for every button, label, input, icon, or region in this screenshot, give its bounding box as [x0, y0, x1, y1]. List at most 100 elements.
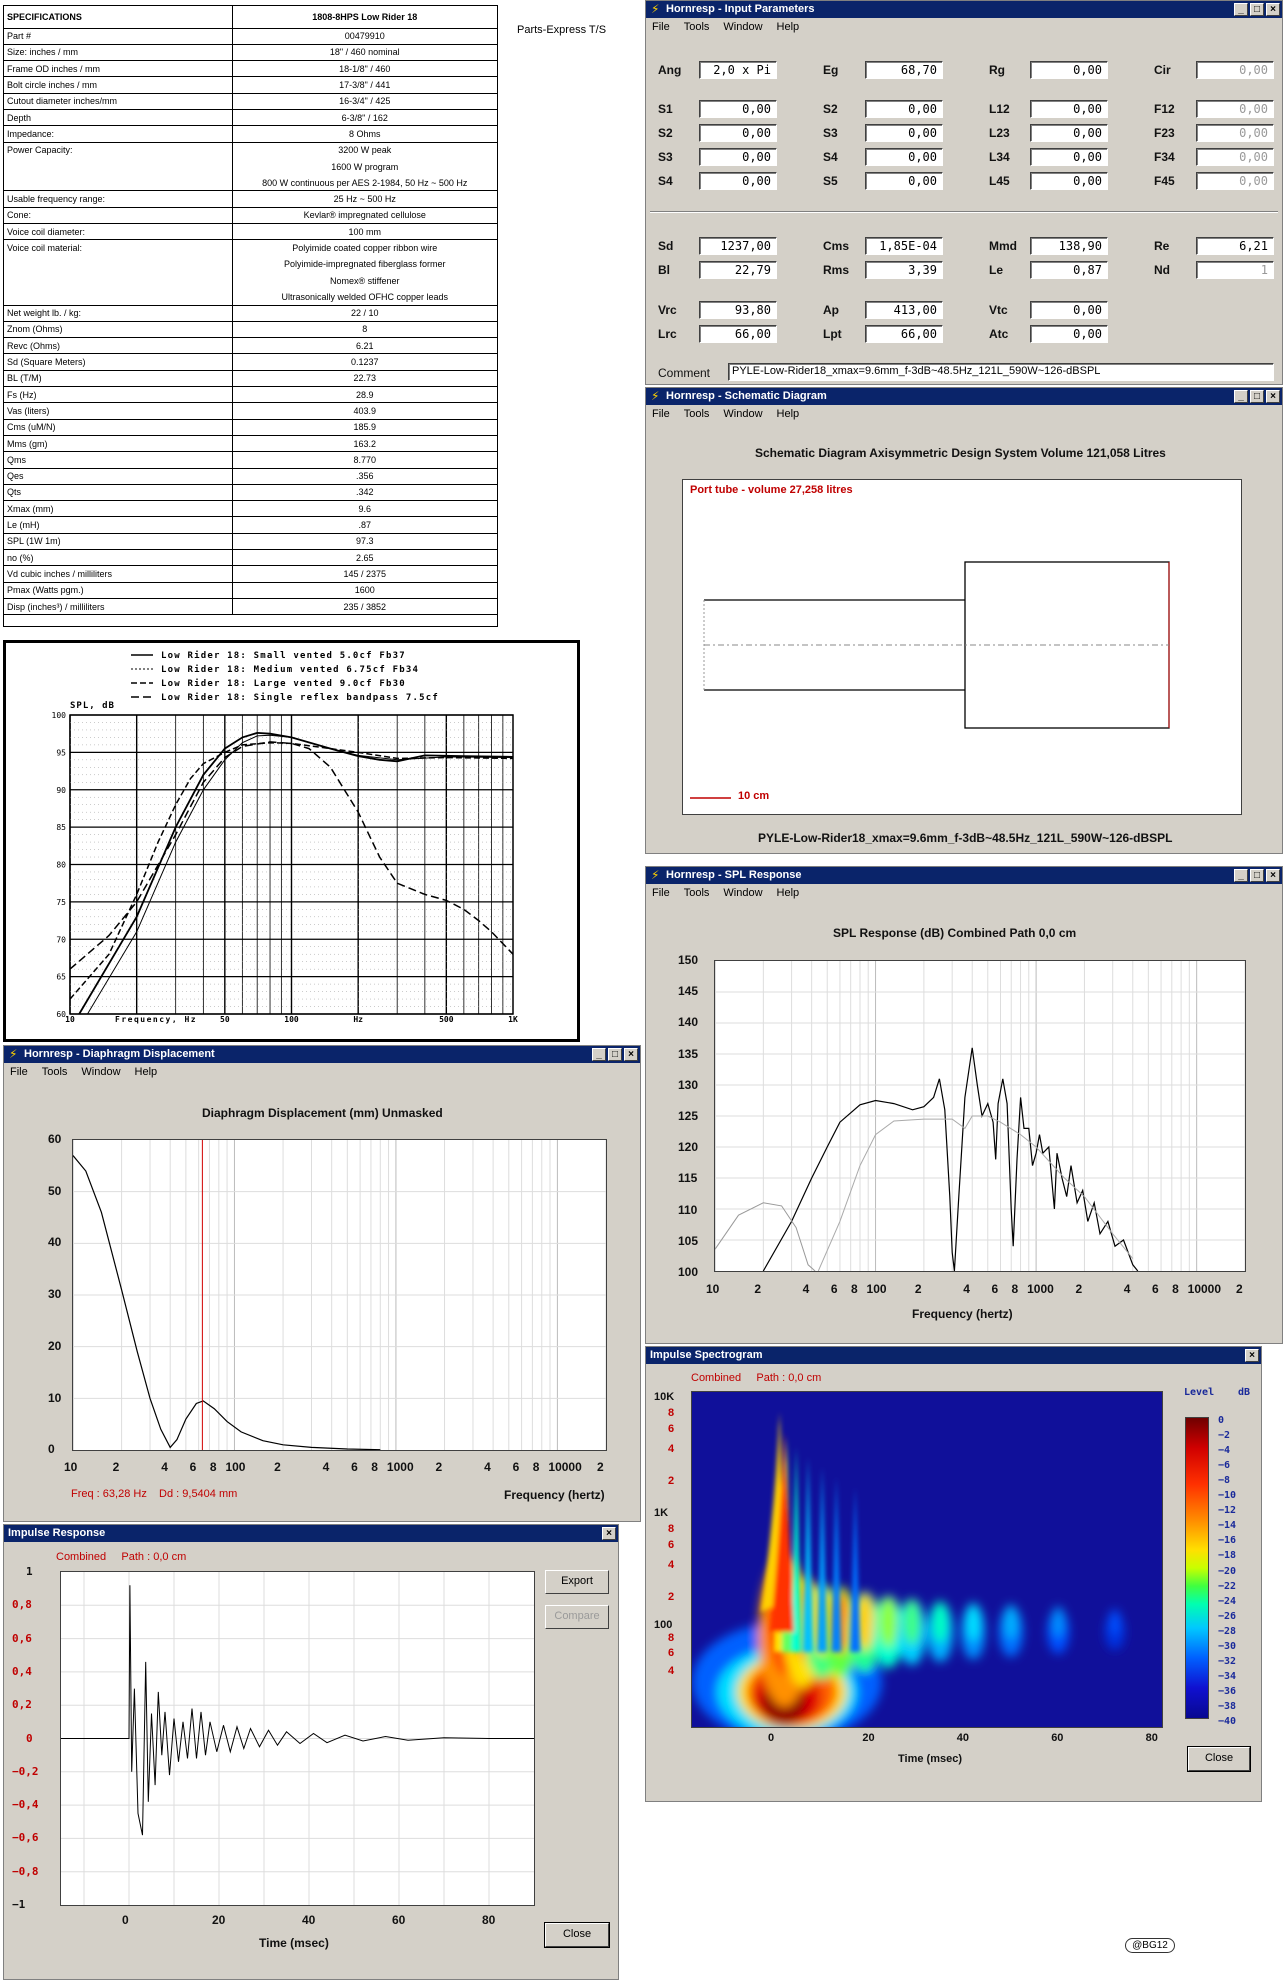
param-field-rms[interactable]: 3,39: [865, 261, 943, 279]
menu-help[interactable]: Help: [776, 21, 800, 33]
spec-value: 17-3/8" / 441: [232, 76, 497, 94]
param-field-f23[interactable]: 0,00: [1196, 124, 1274, 142]
spl-y-tick: 110: [678, 1202, 698, 1217]
param-field-s4b[interactable]: 0,00: [865, 148, 943, 166]
param-field-f45[interactable]: 0,00: [1196, 172, 1274, 190]
param-field-le[interactable]: 0,87: [1030, 261, 1108, 279]
export-button[interactable]: Export: [545, 1570, 609, 1594]
param-field-eg[interactable]: 68,70: [865, 61, 943, 79]
param-field-lrc[interactable]: 66,00: [699, 325, 777, 343]
menu-tools[interactable]: Tools: [683, 21, 710, 33]
param-field-ang[interactable]: 2,0 x Pi: [699, 61, 777, 79]
compare-button[interactable]: Compare: [545, 1605, 609, 1629]
menu-tools[interactable]: Tools: [683, 408, 710, 420]
level-scale-tick: −10: [1218, 1490, 1237, 1502]
spl-x-tick: 4: [963, 1282, 970, 1296]
spec-value: 8 Ohms: [232, 125, 497, 143]
param-field-nd[interactable]: 1: [1196, 261, 1274, 279]
menu-help[interactable]: Help: [134, 1066, 158, 1078]
spectrogram-close-button[interactable]: Close: [1188, 1747, 1250, 1771]
spec-value: 0.1237: [232, 353, 497, 371]
schematic-titlebar[interactable]: ⚡ Hornresp - Schematic Diagram _ □ ×: [646, 388, 1282, 405]
param-field-vtc[interactable]: 0,00: [1030, 301, 1108, 319]
param-label-f23: F23: [1154, 126, 1175, 140]
displacement-x-tick: 10: [64, 1460, 78, 1474]
param-field-f12[interactable]: 0,00: [1196, 100, 1274, 118]
menu-window[interactable]: Window: [723, 887, 763, 899]
param-field-f34[interactable]: 0,00: [1196, 148, 1274, 166]
input-parameters-window[interactable]: ⚡ Hornresp - Input Parameters _ □ × File Too…: [645, 0, 1283, 385]
param-field-vrc[interactable]: 93,80: [699, 301, 777, 319]
param-field-s4[interactable]: 0,00: [699, 172, 777, 190]
menu-file[interactable]: File: [652, 21, 670, 33]
param-field-l12[interactable]: 0,00: [1030, 100, 1108, 118]
spl-response-window[interactable]: ⚡ Hornresp - SPL Response _ □ × File Tools Wi…: [645, 866, 1283, 1344]
param-label-f12: F12: [1154, 102, 1175, 116]
maximize-button[interactable]: □: [608, 1048, 622, 1061]
menu-tools[interactable]: Tools: [41, 1066, 68, 1078]
param-field-s3[interactable]: 0,00: [699, 148, 777, 166]
spl-response-titlebar[interactable]: ⚡ Hornresp - SPL Response _ □ ×: [646, 867, 1282, 884]
menu-window[interactable]: Window: [723, 408, 763, 420]
param-field-l45[interactable]: 0,00: [1030, 172, 1108, 190]
impulse-close-button[interactable]: Close: [545, 1923, 609, 1947]
param-field-ap[interactable]: 413,00: [865, 301, 943, 319]
param-field-s3b[interactable]: 0,00: [865, 124, 943, 142]
close-button[interactable]: ×: [624, 1048, 638, 1061]
param-label-s2: S2: [658, 126, 673, 140]
spec-param: Qts: [4, 484, 233, 502]
param-field-s2[interactable]: 0,00: [699, 124, 777, 142]
maximize-button[interactable]: □: [1250, 869, 1264, 882]
menu-tools[interactable]: Tools: [683, 887, 710, 899]
spectrogram-titlebar[interactable]: Impulse Spectrogram ×: [646, 1347, 1261, 1364]
param-field-lpt[interactable]: 66,00: [865, 325, 943, 343]
param-field-s2b[interactable]: 0,00: [865, 100, 943, 118]
spectrogram-y-tick: 8: [668, 1407, 675, 1419]
param-field-re[interactable]: 6,21: [1196, 237, 1274, 255]
minimize-button[interactable]: _: [1234, 390, 1248, 403]
close-button[interactable]: ×: [1266, 869, 1280, 882]
spec-param: Depth: [4, 109, 233, 127]
input-parameters-titlebar[interactable]: ⚡ Hornresp - Input Parameters _ □ ×: [646, 1, 1282, 18]
menu-file[interactable]: File: [652, 887, 670, 899]
menu-window[interactable]: Window: [723, 21, 763, 33]
param-field-atc[interactable]: 0,00: [1030, 325, 1108, 343]
maximize-button[interactable]: □: [1250, 390, 1264, 403]
param-field-cms[interactable]: 1,85E-04: [865, 237, 943, 255]
param-field-l34[interactable]: 0,00: [1030, 148, 1108, 166]
impulse-titlebar[interactable]: Impulse Response ×: [4, 1525, 618, 1542]
menu-window[interactable]: Window: [81, 1066, 121, 1078]
spec-value: .87: [232, 516, 497, 534]
comment-field[interactable]: PYLE-Low-Rider18_xmax=9.6mm_f-3dB~48.5Hz…: [728, 363, 1274, 381]
minimize-button[interactable]: _: [592, 1048, 606, 1061]
param-field-l23[interactable]: 0,00: [1030, 124, 1108, 142]
spectrogram-y-tick: 4: [668, 1559, 675, 1571]
menu-file[interactable]: File: [652, 408, 670, 420]
minimize-button[interactable]: _: [1234, 869, 1248, 882]
param-field-bl[interactable]: 22,79: [699, 261, 777, 279]
minimize-button[interactable]: _: [1234, 3, 1248, 16]
param-field-cir[interactable]: 0,00: [1196, 61, 1274, 79]
spec-param: Fs (Hz): [4, 386, 233, 404]
close-button[interactable]: ×: [602, 1527, 616, 1540]
displacement-titlebar[interactable]: ⚡ Hornresp - Diaphragm Displacement _ □ ×: [4, 1046, 640, 1063]
param-label-le: Le: [989, 263, 1004, 277]
menu-help[interactable]: Help: [776, 887, 800, 899]
impulse-window[interactable]: Impulse Response × Combined Path : 0,0 c…: [3, 1524, 619, 1980]
close-button[interactable]: ×: [1266, 3, 1280, 16]
close-button[interactable]: ×: [1266, 390, 1280, 403]
param-field-rg[interactable]: 0,00: [1030, 61, 1108, 79]
menu-file[interactable]: File: [10, 1066, 28, 1078]
param-field-sd[interactable]: 1237,00: [699, 237, 777, 255]
displacement-window[interactable]: ⚡ Hornresp - Diaphragm Displacement _ □ × F…: [3, 1045, 641, 1522]
param-field-s5[interactable]: 0,00: [865, 172, 943, 190]
spectrogram-window[interactable]: Impulse Spectrogram × Combined Path : 0,…: [645, 1346, 1262, 1802]
menu-help[interactable]: Help: [776, 408, 800, 420]
close-button[interactable]: ×: [1245, 1349, 1259, 1362]
param-field-mmd[interactable]: 138,90: [1030, 237, 1108, 255]
schematic-window[interactable]: ⚡ Hornresp - Schematic Diagram _ □ × File To…: [645, 387, 1283, 854]
param-field-s1[interactable]: 0,00: [699, 100, 777, 118]
spl-x-tick: 6: [830, 1282, 838, 1296]
maximize-button[interactable]: □: [1250, 3, 1264, 16]
spec-param: Qes: [4, 468, 233, 485]
